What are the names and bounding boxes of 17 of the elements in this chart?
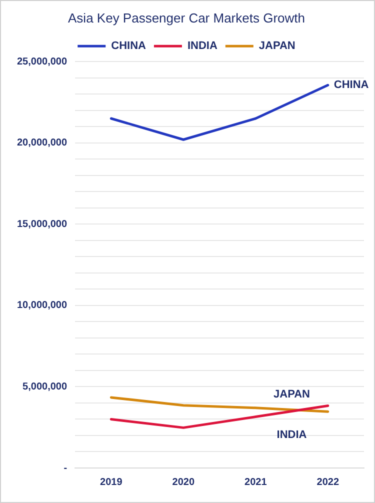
legend-label: CHINA: [111, 40, 146, 52]
legend-label: INDIA: [187, 40, 218, 52]
text: CHINA: [334, 79, 369, 92]
x-tick-label: 2019: [100, 476, 123, 488]
x-tick-label: 2022: [316, 476, 340, 488]
text: INDIA: [276, 428, 307, 441]
y-tick-label: -: [64, 462, 68, 474]
text: JAPAN: [274, 388, 310, 400]
x-tick-label: 2021: [244, 476, 268, 488]
y-tick-label: 15,000,000: [16, 218, 68, 230]
legend-label: JAPAN: [258, 40, 296, 52]
y-tick-label: 25,000,000: [16, 56, 68, 68]
y-tick-label: 5,000,000: [22, 381, 68, 392]
y-tick-label: 20,000,000: [16, 138, 68, 149]
y-tick-label: 10,000,000: [16, 300, 68, 312]
x-tick-label: 2020: [172, 476, 195, 488]
chart-title: Asia Key Passenger Car Markets Growth: [68, 10, 305, 26]
